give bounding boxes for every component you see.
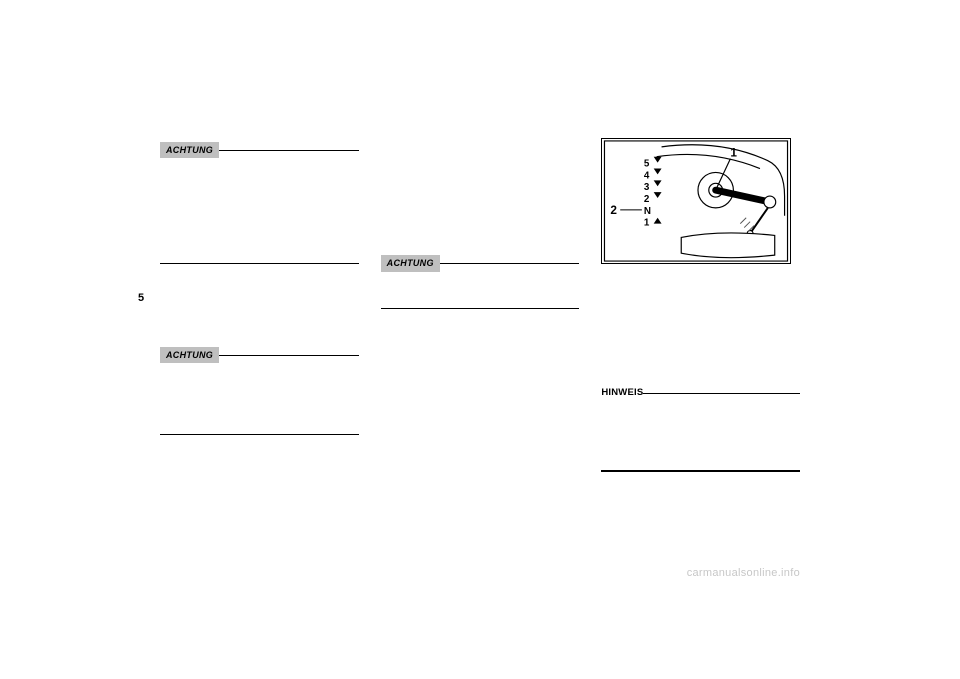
achtung-rule <box>219 355 359 356</box>
section-rule <box>160 434 359 436</box>
gear-3-label: 3 <box>644 182 650 193</box>
text-line: xxxxxxx xx xxxxxxx xxxxxxxx xxxxxxx <box>601 274 800 285</box>
text-line: xxxxxxx xxxxxxx xxxxxx xxxxxxx xxxx <box>381 221 580 232</box>
column-3: 5 4 3 2 N 1 <box>601 130 800 520</box>
hinweis-bold-line: Um das Getriebe vor übermäßigem Verschle… <box>601 402 800 413</box>
gear-shift-figure: 5 4 3 2 N 1 <box>601 138 791 264</box>
section-rule <box>381 308 580 310</box>
text-line: xxxxxxx xxxxxxx xxxxxx xxxxxxx xxxx <box>381 332 580 343</box>
watermark: carmanualsonline.info <box>687 567 800 579</box>
text-line: xxxxxxx xx xxxxxxx xxxxxxxx xxxxxxx <box>160 304 359 315</box>
text-line: xxxxxxx xx xxxxxxx xxxxxxxx xxxxxxx <box>160 177 359 188</box>
gear-2-label: 2 <box>644 194 650 205</box>
gear-4-label: 4 <box>644 170 650 181</box>
content-columns: ACHTUNG Unbedingt Warnstufe beachten! xx… <box>160 130 800 520</box>
chapter-number: 5 <box>138 292 144 304</box>
text-line: xxxxxxx xx xxxxxxx xxxxxxxx xxxxxxx <box>160 270 359 281</box>
text-line: xxxxxxx xx xxxxxxx xxxxxxxx xxxxxxx <box>601 308 800 319</box>
text-line: xxxxxxx xx xxxxxxx xxxxxxxx xxxxxxx <box>601 453 800 464</box>
text-line: xxxxxxx xx xxxxxxx xxxxxxxx xxxxxxx <box>160 211 359 222</box>
achtung-label: ACHTUNG <box>160 142 219 158</box>
achtung-rule <box>219 150 359 151</box>
text-line: xxxxxxx xx xxxxxxx xxxxxxxx xxxxxxx <box>381 291 580 302</box>
hinweis-block: HINWEIS <box>601 387 800 400</box>
text-line: xxxxxxx xx xxxxxxx xxxxxxxx xxxxxxx <box>381 170 580 181</box>
text-line: xxxxxxx xx xxxxxxx xxxxxxxx xxxxxxx <box>160 245 359 256</box>
gear-n-label: N <box>644 206 651 217</box>
hinweis-label: HINWEIS <box>601 387 643 400</box>
section-rule <box>601 470 800 472</box>
achtung2-bold-line: Wenn die ABS-Warnleuchte nicht erlischt, <box>160 365 359 376</box>
column-2: xxxxxxx xx xxxxxxx xxxxxxxx xxxxxxx xxxx… <box>381 130 580 520</box>
text-line: xxxxxxx xxxxxxx xxxxxx xxxxxxx xxxx <box>381 401 580 412</box>
text-line: xxxxxxx xxxxxxx xxxxxx xxxxxxx xxxx <box>381 153 580 164</box>
text-line: xxxxxxx xx xxxxxxx xxxxxxxx xxxxxxx <box>381 136 580 147</box>
achtung-label: ACHTUNG <box>160 347 219 363</box>
text-line: xxxxxxx xxxxxxx xxxxxx xxxxxxx xxxx <box>160 287 359 298</box>
hinweis-rule <box>643 393 800 394</box>
text-line: xxxxxxx xx xxxxxxx xxxxxxxx xxxxxxx <box>381 452 580 463</box>
text-line: xxxxxxx xx xxxxxxx xxxxxxxx xxxxxxx <box>381 349 580 360</box>
text-line: xxxxxxx xxxxxxx xxxxxx xxxxxxx xxxx <box>381 435 580 446</box>
achtung-block-3: ACHTUNG <box>381 255 580 271</box>
text-line: xxxxxxx xx xxxxxxx xxxxxxxx xxxxxxx <box>381 315 580 326</box>
achtung-block-1: ACHTUNG <box>160 142 359 158</box>
text-line: xxxxxxx xxxxxxx xxxxxx xxxxxxx xxxx <box>601 325 800 336</box>
gear-1-label: 1 <box>644 218 650 229</box>
manual-page: 5 ACHTUNG Unbedingt Warnstufe beachten! … <box>0 0 960 679</box>
text-line: xxxxxxx xxxxxxx xxxxxx xxxxxxx xxxx <box>381 503 580 514</box>
text-line: xxxxxxx xxxxxxx xxxxxx xxxxxxx xxxx <box>160 194 359 205</box>
text-line: xxxxxxx xxxxxxx xxxxxx xxxxxxx xxxx <box>381 187 580 198</box>
text-line: xxxxxxx xxxxxxx xxxxxx xxxxxxx xxxx <box>160 228 359 239</box>
text-line: xxxxxxx xx xxxxxxx xxxxxxxx xxxxxxx <box>160 417 359 428</box>
achtung3-bold-line: Zur Schonung des Motors unbedingt <box>381 274 580 285</box>
gear-shift-svg: 5 4 3 2 N 1 <box>602 139 790 263</box>
text-line: xxxxxxx xx xxxxxxx xxxxxxxx xxxxxxx <box>381 383 580 394</box>
achtung-rule <box>440 263 580 264</box>
gear-5-label: 5 <box>644 159 650 170</box>
text-line: xxxxxxx xx xxxxxxx xxxxxxxx xxxxxxx <box>601 342 800 353</box>
text-line: xxxxxxx xxxxxxx xxxxxx xxxxxxx xxxx <box>381 469 580 480</box>
figure-callout-2: 2 <box>611 203 618 217</box>
text-line: xxxxxxx xx xxxxxxx xxxxxxxx xxxxxxx <box>381 486 580 497</box>
text-line: xxxxxxx xx xxxxxxx xxxxxxxx xxxxxxx <box>381 204 580 215</box>
achtung-label: ACHTUNG <box>381 255 440 271</box>
text-line: xxxxxxx xxxxxxx xxxxxx xxxxxxx xxxx <box>601 291 800 302</box>
section-rule <box>160 263 359 265</box>
text-line: xxxxxxx xx xxxxxxx xxxxxxxx xxxxxxx <box>381 238 580 249</box>
text-line: xxxxxxx xxxxxxx xxxxxx xxxxxxx xxxx <box>601 436 800 447</box>
column-1: ACHTUNG Unbedingt Warnstufe beachten! xx… <box>160 130 359 520</box>
text-line: xxxxxxx xxxxxxx xxxxxx xxxxxxx xxxx <box>381 366 580 377</box>
text-line: xxxxxxx xx xxxxxxx xxxxxxxx xxxxxxx <box>381 418 580 429</box>
text-line: xxxxxxx xxxxxxx xxxxxx xxxxxxx xxxx <box>160 399 359 410</box>
achtung-block-2: ACHTUNG <box>160 347 359 363</box>
figure-callout-1: 1 <box>731 146 738 160</box>
text-line: xxxxxxx xx xxxxxxx xxxxxxxx xxxxxxx <box>601 419 800 430</box>
achtung1-bold-line: Unbedingt Warnstufe beachten! <box>160 160 359 171</box>
text-line: xxxxxxx xx xxxxxxx xxxxxxxx xxxxxxx <box>160 382 359 393</box>
